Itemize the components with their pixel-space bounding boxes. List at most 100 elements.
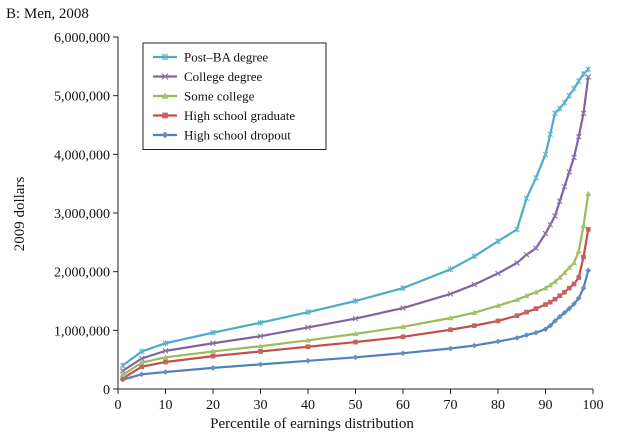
legend: Post–BA degree College degree Some college… [142,42,327,150]
data-point [305,309,311,316]
data-point [566,285,572,291]
data-point [585,66,592,73]
data-point [257,319,264,326]
data-point [257,333,264,340]
data-point [447,266,454,273]
data-point [547,322,554,329]
data-point [575,248,582,254]
data-point [162,340,169,347]
data-point [580,71,587,77]
data-point [400,305,406,311]
data-point [585,74,592,80]
data-point [210,348,216,354]
x-tick-label: 100 [583,398,604,413]
data-point [547,282,554,288]
legend-item: High school dropout [153,128,291,143]
data-point [258,349,263,354]
data-point [585,227,591,232]
data-point [448,327,453,333]
data-point [571,281,577,287]
legend-label: College degree [184,69,263,84]
legend-label: High school graduate [184,108,295,123]
data-point [138,348,145,355]
data-point [305,337,311,343]
data-point [542,151,549,158]
series-post-ba-degree [119,66,592,369]
data-point [556,314,563,320]
data-point [162,354,169,360]
data-point [523,195,530,202]
data-point [556,198,563,205]
data-point [561,99,568,106]
x-tick-label: 10 [159,398,173,413]
data-point [547,221,554,228]
data-point [556,274,563,280]
data-point [495,238,501,245]
data-point [138,371,145,378]
data-point [210,329,216,336]
data-point [353,339,358,345]
data-point [533,329,539,336]
series-line [122,193,590,376]
data-point [533,245,539,252]
data-point [352,354,359,361]
data-point [161,92,169,99]
data-point [533,289,539,295]
series-some-college [119,190,592,378]
data-point [138,355,145,362]
data-point [514,260,520,266]
data-point [400,334,406,340]
data-point [566,305,573,312]
data-point [471,309,478,315]
data-point [161,131,169,139]
legend-item: College degree [153,69,263,84]
data-point [524,309,529,315]
data-point [305,344,311,350]
data-point [580,285,587,291]
x-tick-label: 20 [206,398,220,413]
legend-item: Some college [153,89,255,104]
data-point [210,340,216,347]
data-point [562,289,567,295]
data-point [547,131,554,138]
data-point [575,295,582,301]
x-tick-label: 80 [491,398,505,413]
data-point [556,105,563,112]
data-point [552,318,558,324]
y-tick-label: 6,000,000 [54,31,110,46]
data-point [576,275,582,280]
data-point [523,332,530,338]
data-point [163,359,168,365]
data-point [162,348,169,354]
data-point [566,169,573,175]
data-point [400,350,406,357]
data-point [210,365,216,371]
y-tick-label: 4,000,000 [54,148,110,163]
data-point [495,338,501,345]
data-point [571,301,577,307]
data-point [580,110,587,117]
data-point [581,254,586,260]
x-tick-label: 50 [349,398,363,413]
data-point [561,269,568,276]
data-point [400,323,406,330]
data-point [352,315,359,322]
data-point [471,253,478,260]
data-point [514,313,520,319]
data-point [552,110,558,117]
data-point [210,353,216,359]
axes: 0 1,000,000 2,000,000 3,000,000 4,000,000 5,0… [54,31,604,413]
data-point [305,324,311,331]
data-point [161,53,169,61]
data-point [495,270,501,277]
data-point [580,222,587,229]
data-point [119,367,126,374]
data-point [523,251,530,258]
y-tick-label: 1,000,000 [54,324,110,339]
data-point [257,343,264,349]
data-point [523,292,530,298]
legend-label: High school dropout [184,128,291,143]
data-point [162,112,168,119]
legend-label: Post–BA degree [184,50,268,65]
